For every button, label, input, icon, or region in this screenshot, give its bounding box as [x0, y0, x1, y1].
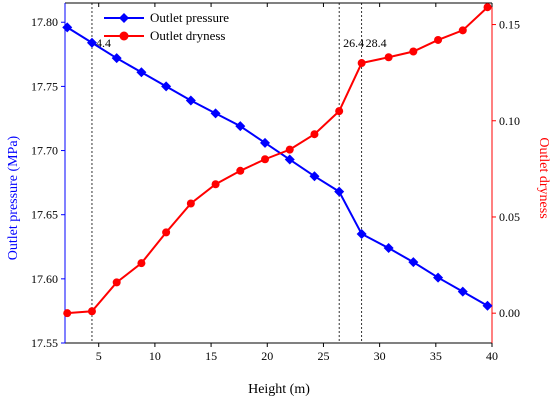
- series-line: [66, 26, 489, 307]
- x-tick-label: 20: [261, 349, 273, 363]
- data-point: [383, 243, 394, 254]
- data-point: [433, 272, 444, 283]
- x-axis-title: Height (m): [248, 382, 310, 397]
- data-point: [357, 59, 366, 68]
- data-point: [457, 286, 468, 297]
- x-axis-ticks: 5 10 15 20 25 30 35 40: [96, 3, 498, 363]
- left-tick-label: 17.75: [31, 79, 58, 93]
- legend-dryness-label: Outlet dryness: [150, 28, 225, 43]
- annotation-label: 26.4: [343, 36, 364, 50]
- data-point: [334, 186, 345, 197]
- legend: Outlet pressure Outlet dryness: [104, 10, 229, 43]
- data-point: [162, 228, 171, 237]
- data-point: [136, 67, 147, 78]
- legend-dryness-marker: [119, 31, 129, 41]
- data-point: [285, 145, 294, 154]
- annotation-label: 28.4: [366, 36, 387, 50]
- x-tick-label: 30: [374, 349, 386, 363]
- left-tick-label: 17.65: [31, 208, 58, 222]
- data-point: [309, 171, 320, 182]
- left-tick-label: 17.60: [31, 272, 58, 286]
- data-point: [356, 228, 367, 239]
- right-axis-ticks: 0.00 0.05 0.10 0.15: [492, 18, 520, 320]
- data-point: [63, 309, 72, 318]
- data-point: [261, 155, 270, 164]
- legend-pressure-label: Outlet pressure: [150, 10, 229, 25]
- x-tick-label: 5: [96, 349, 102, 363]
- data-point: [111, 53, 122, 64]
- x-tick-label: 25: [317, 349, 329, 363]
- data-point: [137, 259, 146, 268]
- legend-pressure-marker: [119, 13, 129, 23]
- data-point: [260, 137, 271, 148]
- data-point: [210, 108, 221, 119]
- right-tick-label: 0.10: [499, 114, 520, 128]
- data-point: [161, 81, 172, 92]
- series-layer: [62, 3, 493, 318]
- data-point: [483, 3, 492, 12]
- data-point: [335, 107, 344, 116]
- x-tick-label: 40: [486, 349, 498, 363]
- x-tick-label: 15: [205, 349, 217, 363]
- right-tick-label: 0.05: [499, 210, 520, 224]
- data-point: [284, 154, 295, 165]
- x-tick-label: 10: [149, 349, 161, 363]
- data-point: [112, 278, 121, 287]
- left-tick-label: 17.70: [31, 144, 58, 158]
- data-point: [409, 47, 418, 56]
- left-axis-ticks: 17.55 17.60 17.65 17.70 17.75 17.80: [31, 15, 65, 350]
- data-point: [62, 22, 73, 33]
- left-axis-title: Outlet pressure (MPa): [6, 135, 21, 260]
- data-point: [235, 121, 246, 132]
- annotation-label: 4.4: [96, 36, 111, 50]
- data-point: [211, 180, 220, 189]
- data-point: [87, 307, 96, 316]
- data-point: [186, 199, 195, 208]
- left-tick-label: 17.80: [31, 15, 58, 29]
- data-point: [458, 26, 467, 35]
- left-tick-label: 17.55: [31, 336, 58, 350]
- data-point: [86, 37, 97, 48]
- series-line: [67, 6, 489, 315]
- right-tick-label: 0.00: [499, 306, 520, 320]
- right-axis-title: Outlet dryness: [536, 137, 550, 218]
- data-point: [434, 35, 443, 44]
- data-point: [384, 53, 393, 62]
- data-point: [236, 166, 245, 175]
- right-tick-label: 0.15: [499, 18, 520, 32]
- data-point: [310, 130, 319, 139]
- x-tick-label: 35: [430, 349, 442, 363]
- data-point: [408, 257, 419, 268]
- plot-frame: [64, 2, 493, 344]
- data-point: [482, 300, 493, 311]
- data-point: [185, 95, 196, 106]
